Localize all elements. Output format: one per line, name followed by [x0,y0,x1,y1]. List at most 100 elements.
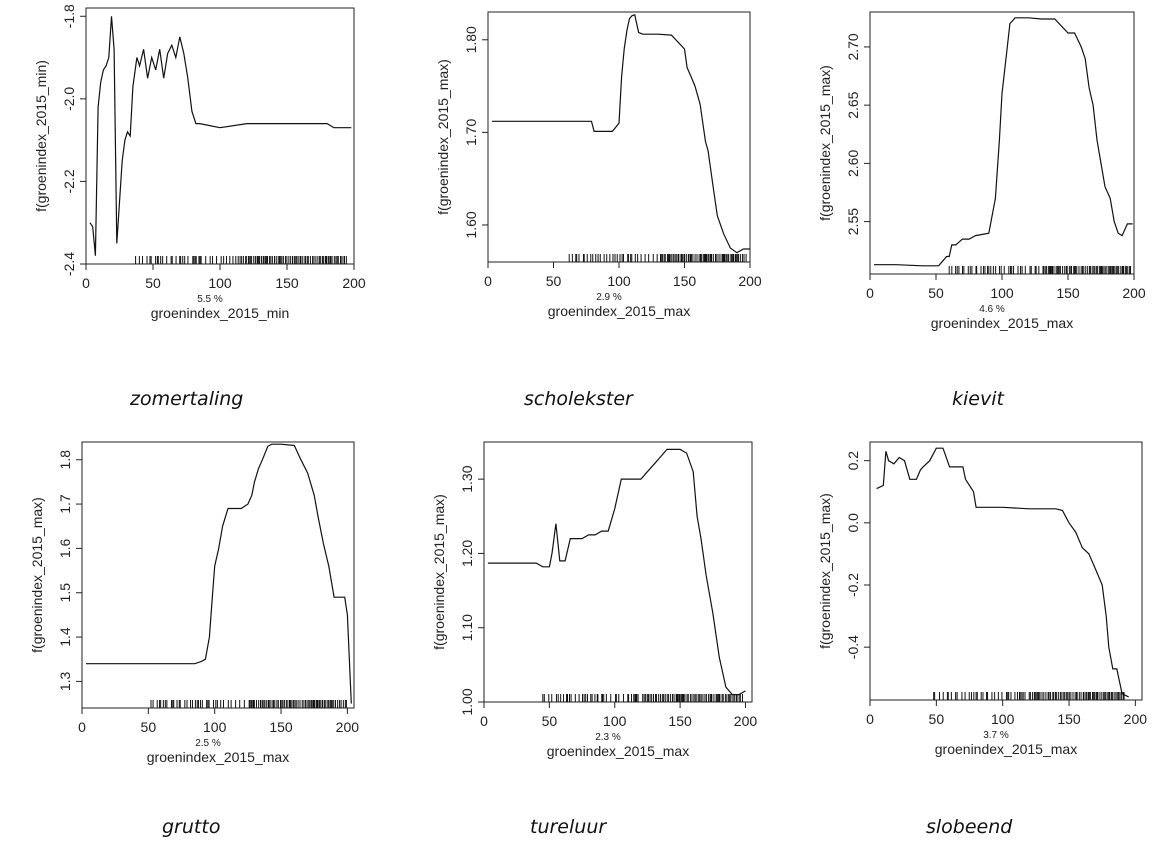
y-tick-label: 2.65 [845,91,861,118]
y-tick-label: 1.8 [57,450,73,470]
series-line [492,15,750,253]
y-tick-label: 1.6 [57,538,73,558]
y-tick-label: 1.60 [463,211,479,238]
y-tick-label: 1.20 [459,540,475,567]
chart-caption: tureluur [530,816,606,838]
x-tick-label: 100 [990,285,1014,301]
x-tick-label: 50 [141,719,157,735]
y-tick-label: 1.5 [57,583,73,603]
y-tick-label: 1.30 [459,465,475,492]
y-tick-label: 1.10 [459,614,475,641]
chart-svg: 0 50 100 150 200 2.55 2.60 2.65 2.70 4.6 %groenin… [768,0,1153,370]
x-tick-label: 50 [145,275,161,291]
importance-label: 5.5 % [197,294,223,305]
chart-panel-kievit: 0 50 100 150 200 2.55 2.60 2.65 2.70 4.6 % groenin… [768,0,1153,424]
x-tick-label: 50 [542,713,558,729]
x-tick-label: 150 [269,719,293,735]
y-tick-label: 1.00 [459,688,475,715]
x-tick-label: 200 [1122,285,1146,301]
plot-frame [870,12,1134,274]
y-tick-label: 1.80 [463,26,479,53]
x-tick-label: 200 [734,713,758,729]
importance-label: 3.7 % [983,730,1009,741]
x-tick-label: 200 [1124,711,1148,727]
chart-svg: 0 50 100 150 200 -0.4 -0.2 0.0 0.2 3.7 %groeninde… [768,424,1153,794]
x-tick-label: 150 [668,713,692,729]
importance-label: 2.9 % [596,292,622,303]
chart-panel-tureluur: 0 50 100 150 200 1.00 1.10 1.20 1.30 2.3 % groenin… [384,424,768,848]
chart-panel-scholekster: 0 50 100 150 200 1.60 1.70 1.80 2.9 % groenindex_… [384,0,768,424]
plot-frame [484,442,752,702]
x-tick-label: 150 [1056,285,1080,301]
y-axis-title: f(groenindex_2015_max) [435,59,451,215]
importance-label: 2.5 % [195,738,221,749]
x-axis-title: groenindex_2015_max [547,743,689,759]
y-axis-title: f(groenindex_2015_min) [33,60,49,212]
y-tick-label: 1.70 [463,119,479,146]
chart-panel-grutto: 0 50 100 150 200 1.3 1.4 1.5 1.6 1.7 1.8 2.5 % groen… [0,424,384,848]
x-tick-label: 100 [208,275,232,291]
x-tick-label: 150 [1057,711,1081,727]
x-tick-label: 100 [603,713,627,729]
plot-frame [870,442,1142,700]
importance-label: 2.3 % [595,732,621,743]
x-tick-label: 100 [203,719,227,735]
chart-panel-zomertaling: 0 50 100 150 200 -2.4 -2.2 -2.0 -1.8 5.5 % groenin… [0,0,384,424]
chart-caption: zomertaling [130,388,243,410]
series-line [488,449,746,694]
chart-caption: kievit [952,388,1004,410]
chart-svg: 0 50 100 150 200 1.3 1.4 1.5 1.6 1.7 1.8 2.5 %groen… [0,424,384,794]
x-tick-label: 100 [607,273,631,289]
x-tick-label: 200 [336,719,360,735]
series-line [86,444,351,703]
x-axis-title: groenindex_2015_max [548,303,690,319]
x-tick-label: 0 [480,713,488,729]
y-tick-label: -1.8 [61,4,77,28]
x-tick-label: 0 [866,285,874,301]
plot-frame [488,12,750,262]
y-tick-label: 2.60 [845,150,861,177]
chart-caption: scholekster [524,388,633,410]
chart-svg: 0 50 100 150 200 1.00 1.10 1.20 1.30 2.3 %groenin… [384,424,768,794]
series-line [874,18,1133,266]
x-tick-label: 50 [928,285,944,301]
plot-frame [82,442,354,708]
y-axis-title: f(groenindex_2015_max) [431,494,447,650]
chart-svg: 0 50 100 150 200 1.60 1.70 1.80 2.9 %groenindex_… [384,0,768,370]
y-tick-label: -2.0 [61,87,77,111]
x-axis-title: groenindex_2015_max [147,749,289,765]
y-tick-label: -0.2 [845,573,861,597]
x-tick-label: 50 [546,273,562,289]
series-line [877,448,1129,697]
chart-svg: 0 50 100 150 200 -2.4 -2.2 -2.0 -1.8 5.5 %groenin… [0,0,384,370]
chart-caption: slobeend [926,816,1012,838]
y-axis-title: f(groenindex_2015_max) [817,65,833,221]
x-tick-label: 50 [929,711,945,727]
y-tick-label: 1.7 [57,494,73,514]
x-tick-label: 0 [78,719,86,735]
y-tick-label: -0.4 [845,635,861,659]
y-axis-title: f(groenindex_2015_max) [29,497,45,653]
y-tick-label: 0.2 [845,451,861,471]
y-tick-label: -2.4 [61,252,77,276]
x-tick-label: 200 [738,273,762,289]
x-tick-label: 0 [866,711,874,727]
x-tick-label: 200 [342,275,366,291]
x-axis-title: groenindex_2015_min [151,305,290,321]
y-tick-label: -2.2 [61,169,77,193]
importance-label: 4.6 % [979,304,1005,315]
x-axis-title: groenindex_2015_max [935,741,1077,757]
x-tick-label: 0 [82,275,90,291]
y-tick-label: 2.55 [845,208,861,235]
y-tick-label: 0.0 [845,513,861,533]
chart-caption: grutto [162,816,220,838]
x-tick-label: 0 [484,273,492,289]
y-tick-label: 2.70 [845,33,861,60]
x-tick-label: 100 [991,711,1015,727]
series-line [90,16,351,255]
x-axis-title: groenindex_2015_max [931,315,1073,331]
x-tick-label: 150 [275,275,299,291]
y-tick-label: 1.3 [57,671,73,691]
y-tick-label: 1.4 [57,627,73,647]
